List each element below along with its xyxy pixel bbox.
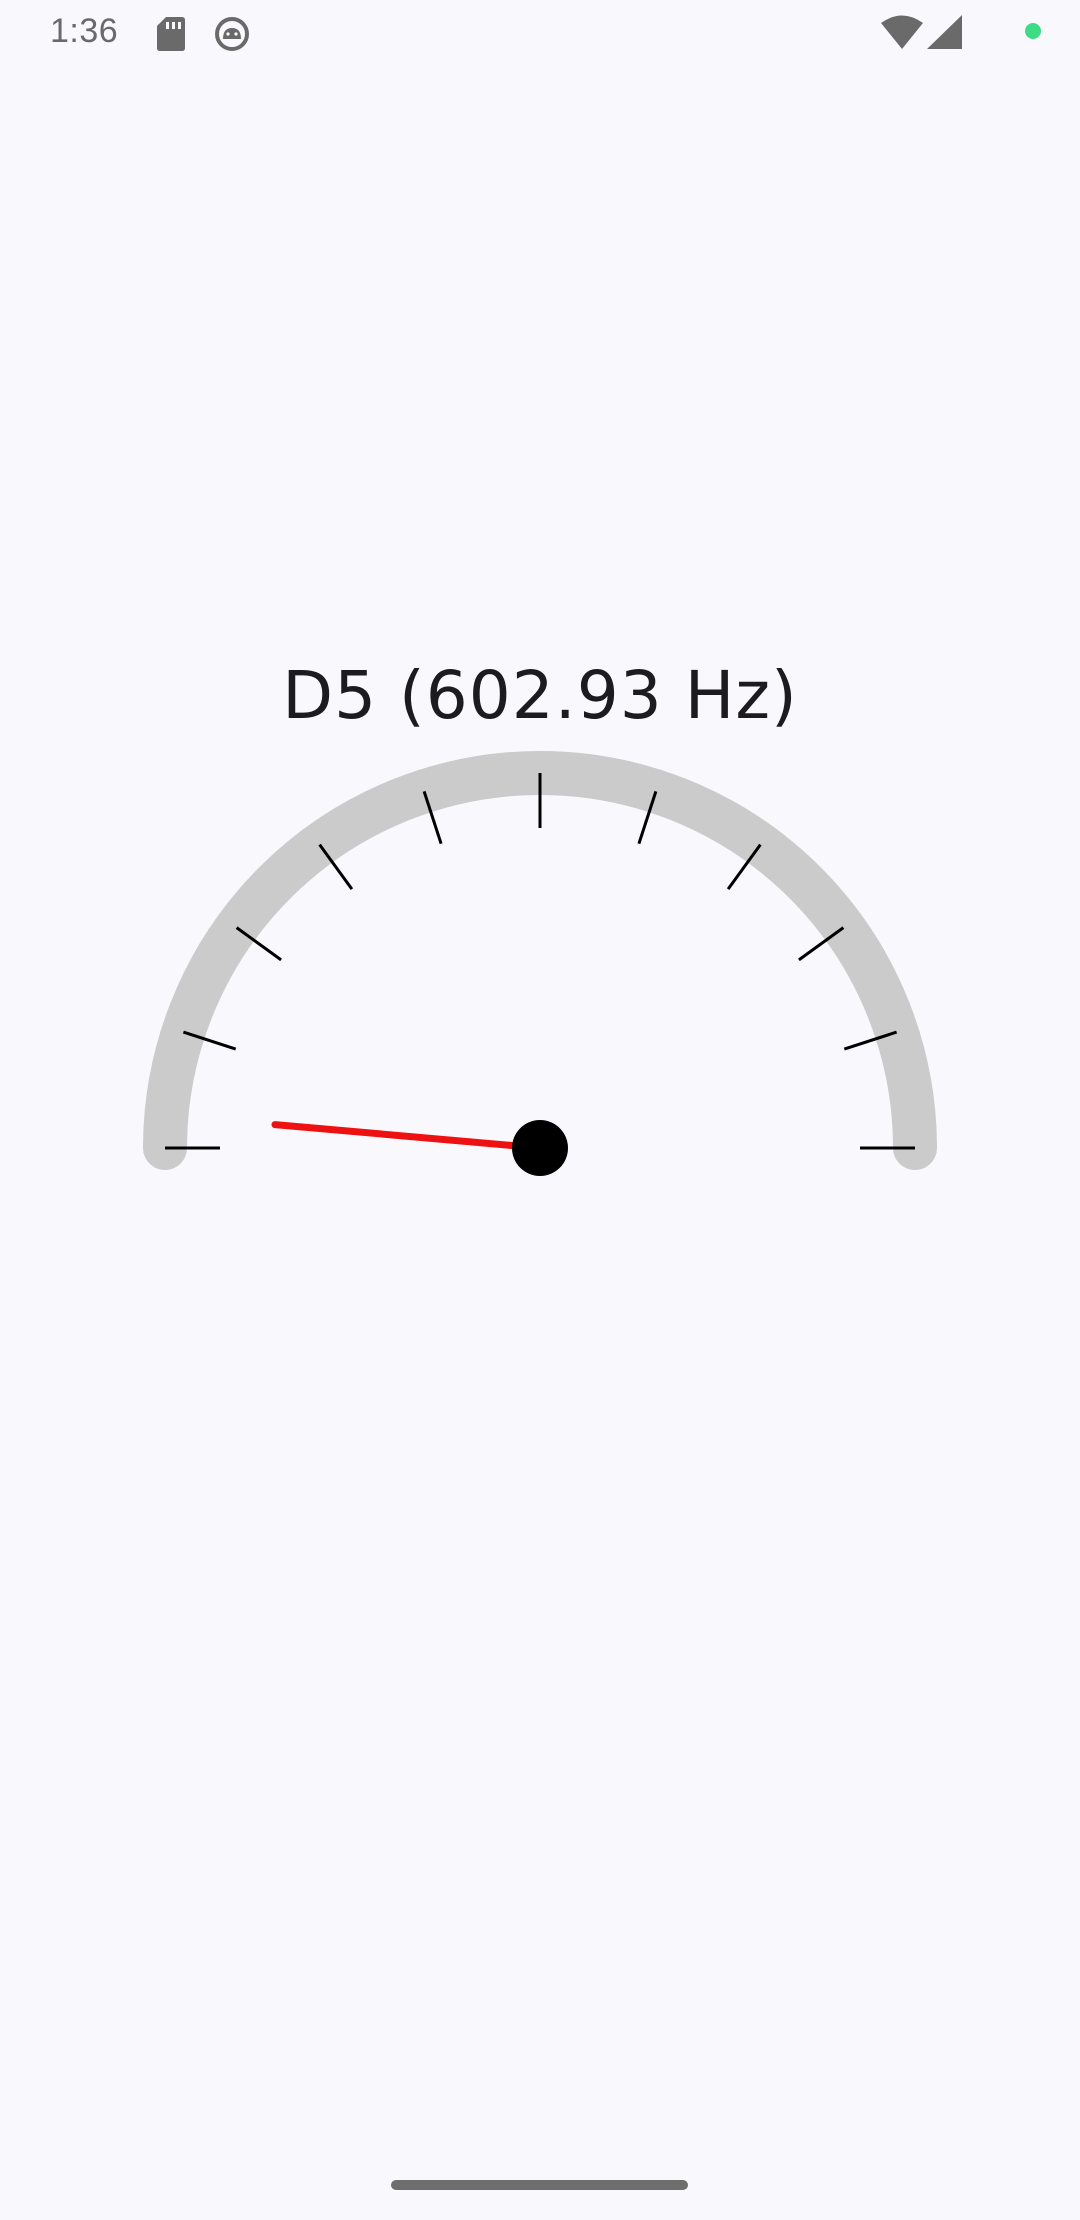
gauge-tick [637,790,658,845]
tuner-gauge [143,751,937,1176]
gauge-tick [318,843,354,890]
gauge-hub [512,1120,568,1176]
gauge-tick [843,1030,898,1051]
sd-card-icon [157,17,185,51]
gauge-ticks [165,773,915,1150]
gesture-handle[interactable] [391,2180,688,2190]
gauge-tick [726,843,762,890]
gauge-tick [182,1030,237,1051]
note-frequency-label: D5 (602.93 Hz) [282,657,798,734]
privacy-dot-icon [1025,23,1041,39]
gauge-needle [271,1121,544,1152]
gauge-tick [422,790,443,845]
status-bar: 1:36 [0,0,1080,66]
status-time: 1:36 [50,12,119,50]
gauge-track [143,751,937,1170]
gauge-tick [235,926,282,962]
android-debug-icon [215,17,249,51]
cell-signal-icon [927,15,962,49]
gauge-tick [798,926,845,962]
wifi-icon [881,15,923,49]
